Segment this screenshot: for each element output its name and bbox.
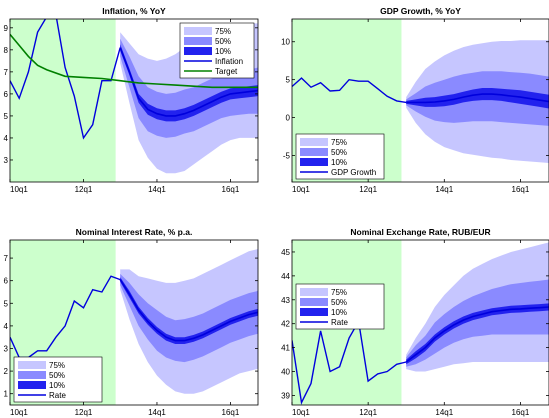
history-shade [10, 19, 116, 182]
legend-swatch-75 [300, 138, 328, 146]
x-tick-label: 14q1 [148, 408, 166, 417]
legend-label: 50% [331, 298, 347, 307]
legend-label: 10% [49, 381, 65, 390]
y-tick-label: 5 [286, 76, 291, 85]
forecast-central-line [119, 279, 258, 342]
legend-label: 75% [331, 288, 347, 297]
x-tick-label: 10q1 [10, 185, 28, 194]
y-tick-label: 39 [281, 391, 290, 400]
history-line [10, 19, 121, 140]
legend: 75%50%10%Rate [13, 356, 103, 403]
chart-panel-4: 10q1 12q1 14q1 16q1 39 40 41 42 43 44 45 Nominal Ex… [281, 227, 549, 417]
history-line [292, 319, 407, 405]
y-tick-label: 7 [4, 254, 9, 263]
legend-swatch-10 [300, 308, 328, 316]
legend-swatch-50 [18, 371, 46, 379]
x-tick-label: 14q1 [148, 185, 166, 194]
y-tick-label: 41 [281, 344, 290, 353]
y-tick-label: 43 [281, 296, 290, 305]
forecast-central-line [406, 93, 549, 104]
legend-label: 75% [49, 361, 65, 370]
legend-label: Rate [49, 391, 66, 400]
y-tick-label: 5 [4, 112, 9, 121]
legend-label: Rate [331, 318, 348, 327]
chart-title: Nominal Interest Rate, % p.a. [76, 227, 193, 237]
x-tick-label: 16q1 [222, 408, 240, 417]
legend-swatch-10 [18, 381, 46, 389]
x-tick-label: 12q1 [75, 185, 93, 194]
y-tick-label: 10 [281, 38, 290, 47]
axes-frame [291, 18, 549, 183]
x-tick-label: 12q1 [359, 185, 377, 194]
legend-label: 75% [215, 27, 231, 36]
legend: 75%50%10%Rate [295, 283, 385, 330]
chart-title: Nominal Exchange Rate, RUB/EUR [350, 227, 490, 237]
legend-label: 10% [331, 308, 347, 317]
history-line [292, 77, 407, 104]
x-tick-label: 12q1 [75, 408, 93, 417]
chart-panel-1: 10q1 12q1 14q1 16q1 3 4 5 6 7 8 9 Inflation, % YoY 7… [4, 6, 259, 194]
legend-swatch-10 [300, 158, 328, 166]
legend-swatch-50 [300, 148, 328, 156]
fan-band-10 [406, 88, 549, 109]
legend-label: 50% [49, 371, 65, 380]
legend-label: 75% [331, 138, 347, 147]
legend-swatch-50 [184, 37, 212, 45]
y-tick-label: 45 [281, 248, 290, 257]
fan-band-50 [120, 273, 258, 363]
forecast-central-line [405, 306, 549, 363]
y-tick-label: 8 [4, 46, 9, 55]
y-tick-label: 40 [281, 368, 290, 377]
x-tick-label: 14q1 [435, 408, 453, 417]
x-tick-label: 16q1 [512, 185, 530, 194]
y-tick-label: 3 [4, 344, 9, 353]
chart-title: GDP Growth, % YoY [380, 6, 461, 16]
legend: 75%50%10%GDP Growth [295, 133, 385, 180]
y-tick-label: 6 [4, 277, 9, 286]
legend-swatch-75 [18, 361, 46, 369]
y-tick-label: 7 [4, 68, 9, 77]
legend-label: 10% [331, 158, 347, 167]
x-tick-label: 10q1 [292, 185, 310, 194]
legend-label: GDP Growth [331, 168, 376, 177]
legend-label: 10% [215, 47, 231, 56]
y-tick-label: -5 [283, 151, 291, 160]
x-tick-label: 10q1 [292, 408, 310, 417]
legend-swatch-75 [184, 27, 212, 35]
legend-label: Target [215, 67, 238, 76]
legend-label: 50% [331, 148, 347, 157]
y-tick-label: 44 [281, 272, 290, 281]
legend-label: 50% [215, 37, 231, 46]
x-tick-label: 12q1 [359, 408, 377, 417]
legend-label: Inflation [215, 57, 243, 66]
y-tick-label: 4 [4, 322, 9, 331]
y-tick-label: 2 [4, 367, 9, 376]
x-tick-label: 10q1 [10, 408, 28, 417]
chart-title: Inflation, % YoY [102, 6, 166, 16]
y-tick-label: 42 [281, 320, 290, 329]
y-tick-label: 0 [286, 114, 291, 123]
y-tick-label: 5 [4, 299, 9, 308]
x-tick-label: 14q1 [435, 185, 453, 194]
y-tick-label: 6 [4, 90, 9, 99]
y-tick-label: 9 [4, 24, 9, 33]
target-line [10, 33, 258, 89]
legend-swatch-10 [184, 47, 212, 55]
axes-frame [291, 239, 549, 406]
y-tick-label: 4 [4, 134, 9, 143]
forecast-central-line [119, 47, 258, 117]
chart-panel-3: 10q1 12q1 14q1 16q1 1 2 3 4 5 6 7 Nominal Interest … [4, 227, 259, 417]
y-tick-label: 1 [4, 390, 9, 399]
y-tick-label: 3 [4, 156, 9, 165]
x-tick-label: 16q1 [222, 185, 240, 194]
legend-swatch-75 [300, 288, 328, 296]
fan-band-50 [406, 279, 549, 367]
x-tick-label: 16q1 [512, 408, 530, 417]
axes-frame [9, 239, 259, 406]
axes-frame [9, 18, 259, 183]
legend-swatch-50 [300, 298, 328, 306]
chart-panel-2: 10q1 12q1 14q1 16q1 -5 0 5 10 GDP Growth, % YoY 7… [281, 6, 549, 194]
